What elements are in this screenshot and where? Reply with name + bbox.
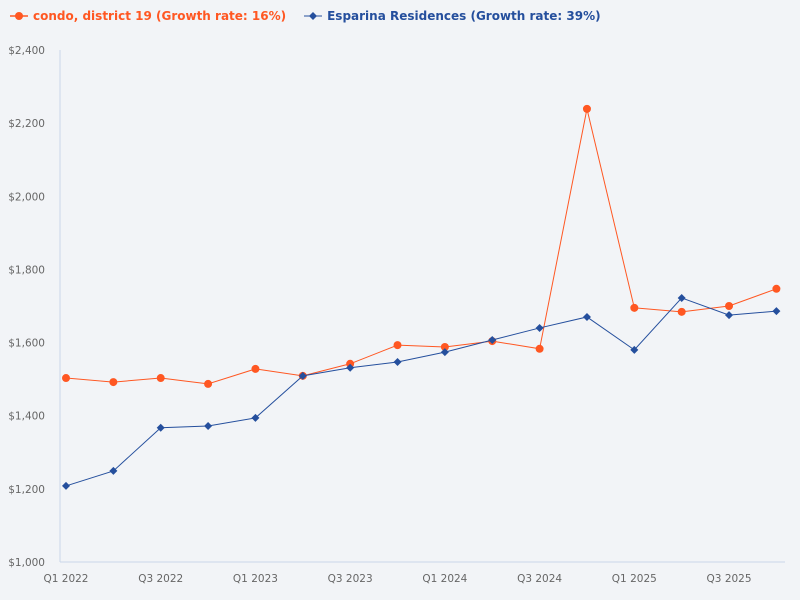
x-tick-label: Q1 2023 xyxy=(233,573,278,585)
data-point xyxy=(772,284,781,293)
x-tick-label: Q3 2024 xyxy=(517,573,562,585)
legend: condo, district 19 (Growth rate: 16%) Es… xyxy=(10,9,601,23)
circle-marker-icon xyxy=(10,12,28,20)
legend-item-esparina[interactable]: Esparina Residences (Growth rate: 39%) xyxy=(304,9,601,23)
data-point xyxy=(630,303,639,312)
data-point xyxy=(440,348,449,357)
data-point xyxy=(156,423,165,432)
data-point xyxy=(109,466,118,475)
y-tick-label: $1,200 xyxy=(8,484,45,496)
y-tick-label: $1,800 xyxy=(8,264,45,276)
y-tick-label: $2,200 xyxy=(8,118,45,130)
x-tick-label: Q3 2023 xyxy=(328,573,373,585)
y-tick-label: $1,000 xyxy=(8,557,45,569)
data-point xyxy=(346,359,355,368)
data-point xyxy=(62,374,70,383)
series-line-0 xyxy=(65,108,777,385)
data-point xyxy=(393,341,402,350)
data-point xyxy=(630,345,639,354)
data-point xyxy=(251,364,260,373)
y-tick-label: $2,400 xyxy=(8,45,45,57)
series-line-1 xyxy=(65,297,777,487)
data-point xyxy=(298,371,307,380)
x-tick-label: Q1 2025 xyxy=(612,573,657,585)
data-point xyxy=(535,344,544,353)
data-point xyxy=(535,323,544,332)
data-point xyxy=(677,307,686,316)
x-tick-label: Q1 2024 xyxy=(422,573,467,585)
data-point xyxy=(772,307,781,316)
data-point xyxy=(440,342,449,351)
data-point xyxy=(62,481,70,490)
y-tick-label: $1,600 xyxy=(8,338,45,350)
data-point xyxy=(725,311,734,320)
diamond-marker-icon xyxy=(304,12,323,20)
data-point xyxy=(488,336,497,345)
x-tick-label: Q3 2022 xyxy=(138,573,183,585)
data-point xyxy=(346,363,355,372)
data-point xyxy=(204,379,213,388)
data-point xyxy=(582,312,591,321)
x-tick-label: Q3 2025 xyxy=(707,573,752,585)
data-point xyxy=(204,421,213,430)
data-point xyxy=(677,293,686,302)
data-point xyxy=(109,378,118,387)
data-point xyxy=(582,104,591,113)
data-point xyxy=(393,357,402,366)
legend-label: condo, district 19 (Growth rate: 16%) xyxy=(33,9,287,23)
data-point xyxy=(725,302,734,310)
y-tick-label: $1,400 xyxy=(8,411,45,423)
x-tick-label: Q1 2022 xyxy=(43,573,88,585)
y-tick-label: $2,000 xyxy=(8,191,45,203)
legend-label: Esparina Residences (Growth rate: 39%) xyxy=(327,9,601,23)
data-point xyxy=(156,374,165,383)
data-point xyxy=(251,413,260,422)
legend-item-condo[interactable]: condo, district 19 (Growth rate: 16%) xyxy=(10,9,286,23)
